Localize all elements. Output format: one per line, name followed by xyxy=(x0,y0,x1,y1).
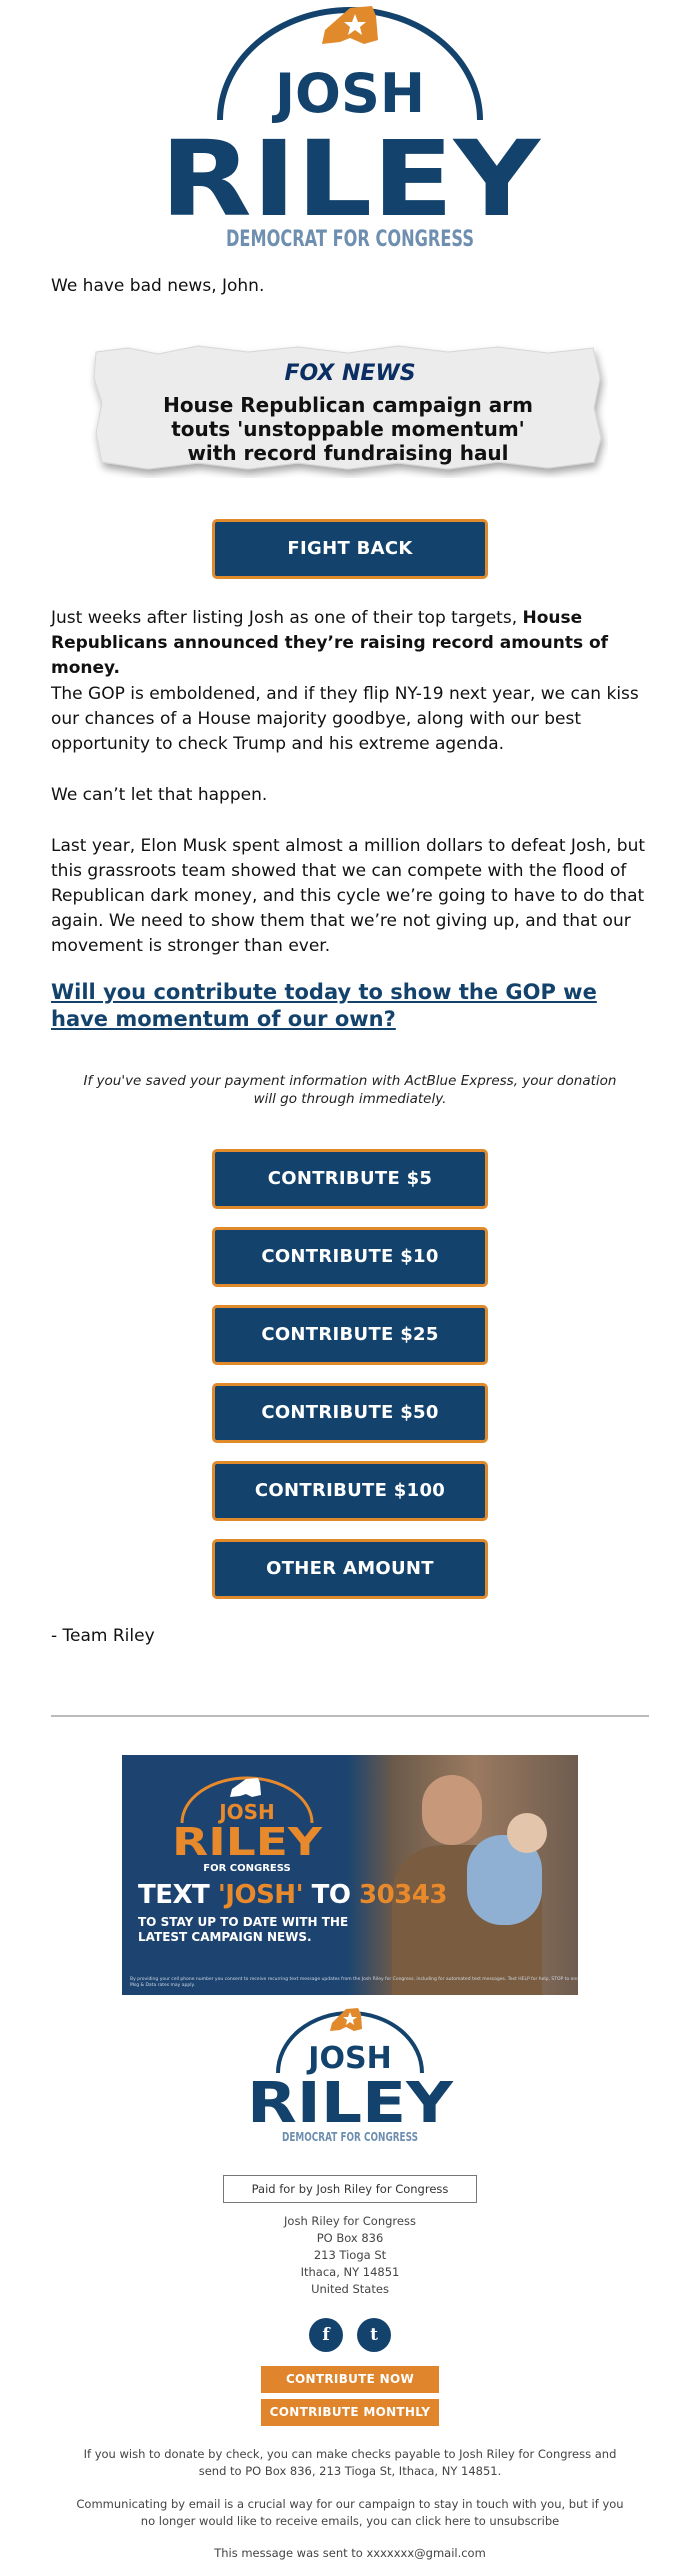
contribute-monthly-button[interactable]: CONTRIBUTE MONTHLY xyxy=(261,2399,439,2426)
footer-logo: JOSH RILEY DEMOCRAT FOR CONGRESS xyxy=(240,2005,460,2145)
paragraph-1: Just weeks after listing Josh as one of … xyxy=(51,606,651,681)
paragraph-3: We can’t let that happen. xyxy=(51,785,268,805)
paragraph-1-text: Just weeks after listing Josh as one of … xyxy=(51,608,523,628)
address-line: Ithaca, NY 14851 xyxy=(300,2265,400,2279)
check-donation-note: If you wish to donate by check, you can … xyxy=(83,2447,617,2478)
footer-logo-tagline: DEMOCRAT FOR CONGRESS xyxy=(282,2130,418,2144)
footer-logo-last: RILEY xyxy=(247,2071,455,2136)
banner-fineprint: By providing your cell phone number you … xyxy=(130,1977,578,1988)
clipping-headline-3: with record fundraising haul xyxy=(187,441,508,465)
actblue-note: If you've saved your payment information… xyxy=(83,1073,617,1107)
address-line: PO Box 836 xyxy=(316,2231,384,2245)
banner-headline: TEXT 'JOSH' TO 30343 xyxy=(138,1880,447,1910)
mailing-address: Josh Riley for Congress PO Box 836 213 T… xyxy=(200,2213,500,2298)
logo-first-name: JOSH xyxy=(271,62,425,125)
banner-logo-tagline: FOR CONGRESS xyxy=(203,1863,290,1874)
greeting: We have bad news, John. xyxy=(51,276,265,296)
footer-logo-first: JOSH xyxy=(306,2041,391,2076)
banner-text-prefix: TEXT xyxy=(138,1880,218,1910)
paragraph-4: Last year, Elon Musk spent almost a mill… xyxy=(51,836,646,956)
news-clipping-image: FOX NEWS House Republican campaign arm t… xyxy=(88,338,608,478)
banner-keyword: 'JOSH' xyxy=(217,1880,304,1910)
unsubscribe-note[interactable]: Communicating by email is a crucial way … xyxy=(76,2497,624,2528)
photo-child-head xyxy=(507,1813,547,1853)
contribute-50-button[interactable]: CONTRIBUTE $50 xyxy=(212,1383,488,1443)
fight-back-button[interactable]: FIGHT BACK xyxy=(212,519,488,579)
contribute-5-button[interactable]: CONTRIBUTE $5 xyxy=(212,1149,488,1209)
banner-logo-last: RILEY xyxy=(172,1820,323,1864)
fox-news-wordmark: FOX NEWS xyxy=(284,361,415,386)
banner-text-to: TO xyxy=(303,1880,359,1910)
logo-last-name: RILEY xyxy=(160,118,542,240)
contribute-now-button[interactable]: CONTRIBUTE NOW xyxy=(261,2366,439,2393)
divider xyxy=(51,1715,649,1717)
clipping-headline-1: House Republican campaign arm xyxy=(163,393,533,417)
contribute-100-button[interactable]: CONTRIBUTE $100 xyxy=(212,1461,488,1521)
address-line: United States xyxy=(311,2282,389,2296)
address-line: 213 Tioga St xyxy=(313,2248,387,2262)
paragraph-1-bold: House Republicans announced they’re rais… xyxy=(51,608,609,678)
sms-signup-banner[interactable]: JOSH RILEY FOR CONGRESS TEXT 'JOSH' TO 3… xyxy=(122,1755,578,1995)
paragraph-2: The GOP is emboldened, and if they flip … xyxy=(51,684,639,754)
other-amount-button[interactable]: OTHER AMOUNT xyxy=(212,1539,488,1599)
photo-figure-head xyxy=(422,1775,482,1845)
signoff: - Team Riley xyxy=(51,1626,155,1646)
twitter-icon[interactable]: t xyxy=(357,2318,391,2352)
paid-for-disclaimer: Paid for by Josh Riley for Congress xyxy=(223,2175,477,2203)
sent-to-note: This message was sent to xxxxxxx@gmail.c… xyxy=(214,2546,486,2560)
address-line: Josh Riley for Congress xyxy=(284,2214,416,2228)
banner-shortcode: 30343 xyxy=(358,1880,447,1910)
campaign-logo: JOSH RILEY DEMOCRAT FOR CONGRESS xyxy=(150,0,550,250)
contribute-25-button[interactable]: CONTRIBUTE $25 xyxy=(212,1305,488,1365)
banner-logo: JOSH RILEY FOR CONGRESS xyxy=(162,1775,332,1875)
banner-logo-first: JOSH xyxy=(217,1800,275,1824)
contribute-10-button[interactable]: CONTRIBUTE $10 xyxy=(212,1227,488,1287)
logo-tagline: DEMOCRAT FOR CONGRESS xyxy=(226,227,474,250)
contribute-link[interactable]: Will you contribute today to show the GO… xyxy=(51,980,597,1031)
clipping-headline-2: touts 'unstoppable momentum' xyxy=(171,417,525,441)
facebook-icon[interactable]: f xyxy=(309,2318,343,2352)
banner-subtext: TO STAY UP TO DATE WITH THE LATEST CAMPA… xyxy=(138,1915,349,1944)
